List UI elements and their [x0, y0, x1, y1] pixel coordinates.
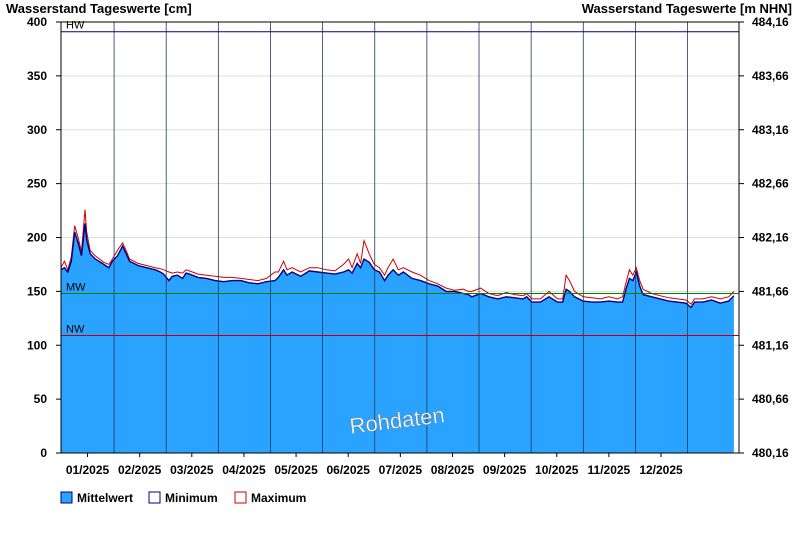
y2-tick-label: 482,66: [752, 177, 789, 191]
x-tick-label: 01/2025: [66, 463, 110, 477]
x-tick-label: 04/2025: [222, 463, 266, 477]
y2-tick-label: 483,66: [752, 69, 789, 83]
y2-tick-label: 480,16: [752, 446, 789, 460]
x-tick-label: 07/2025: [379, 463, 423, 477]
chart-title-right: Wasserstand Tageswerte [m NHN]: [582, 1, 792, 16]
y-tick-label: 400: [27, 15, 47, 29]
legend-swatch-mittelwert: [60, 491, 73, 504]
y2-tick-label: 481,66: [752, 284, 789, 298]
y-axis-right: 480,16 480,66 481,16 481,66 482,16 482,66 483,…: [739, 15, 789, 460]
y2-tick-label: 480,66: [752, 392, 789, 406]
legend-swatch-maximum: [234, 491, 247, 504]
x-tick-label: 09/2025: [483, 463, 527, 477]
y-tick-label: 100: [27, 338, 47, 352]
y-axis-left: 0 50 100 150 200 250 300 350 400: [27, 15, 61, 460]
series-area-mittelwert: [61, 223, 734, 453]
series-areas: [60, 209, 735, 453]
y2-tick-label: 484,16: [752, 15, 789, 29]
month-grid-lines: [113, 22, 688, 453]
x-axis: 01/2025 02/2025 03/2025 04/2025 05/2025 06/20…: [66, 453, 683, 477]
y-tick-label: 300: [27, 123, 47, 137]
x-tick-label: 05/2025: [274, 463, 318, 477]
reference-label-mw: MW: [66, 282, 86, 294]
x-tick-label: 12/2025: [639, 463, 683, 477]
legend-swatch-minimum: [148, 491, 161, 504]
legend-label-maximum: Maximum: [251, 491, 306, 505]
x-tick-label: 10/2025: [535, 463, 579, 477]
y2-tick-label: 482,16: [752, 231, 789, 245]
legend-label-minimum: Minimum: [165, 491, 218, 505]
y-tick-label: 200: [27, 231, 47, 245]
x-tick-label: 11/2025: [588, 463, 631, 477]
reference-label-hw: HW: [66, 20, 85, 32]
legend: Mittelwert Minimum Maximum: [60, 491, 306, 505]
x-tick-label: 06/2025: [327, 463, 371, 477]
reference-label-nw: NW: [66, 324, 85, 336]
y2-tick-label: 481,16: [752, 338, 789, 352]
x-tick-label: 03/2025: [170, 463, 214, 477]
x-tick-label: 08/2025: [431, 463, 475, 477]
y-tick-label: 150: [27, 284, 47, 298]
series-line-mittelwert: [60, 223, 735, 309]
y2-tick-label: 483,16: [752, 123, 789, 137]
y-tick-label: 350: [27, 69, 47, 83]
chart-title-left: Wasserstand Tageswerte [cm]: [6, 1, 192, 16]
y-tick-label: 0: [40, 446, 47, 460]
x-tick-label: 02/2025: [118, 463, 162, 477]
reference-lines: HW MW NW: [61, 20, 739, 337]
legend-label-mittelwert: Mittelwert: [77, 491, 133, 505]
y-tick-label: 250: [27, 177, 47, 191]
series-line-maximum: [60, 209, 735, 306]
y-tick-label: 50: [34, 392, 48, 406]
